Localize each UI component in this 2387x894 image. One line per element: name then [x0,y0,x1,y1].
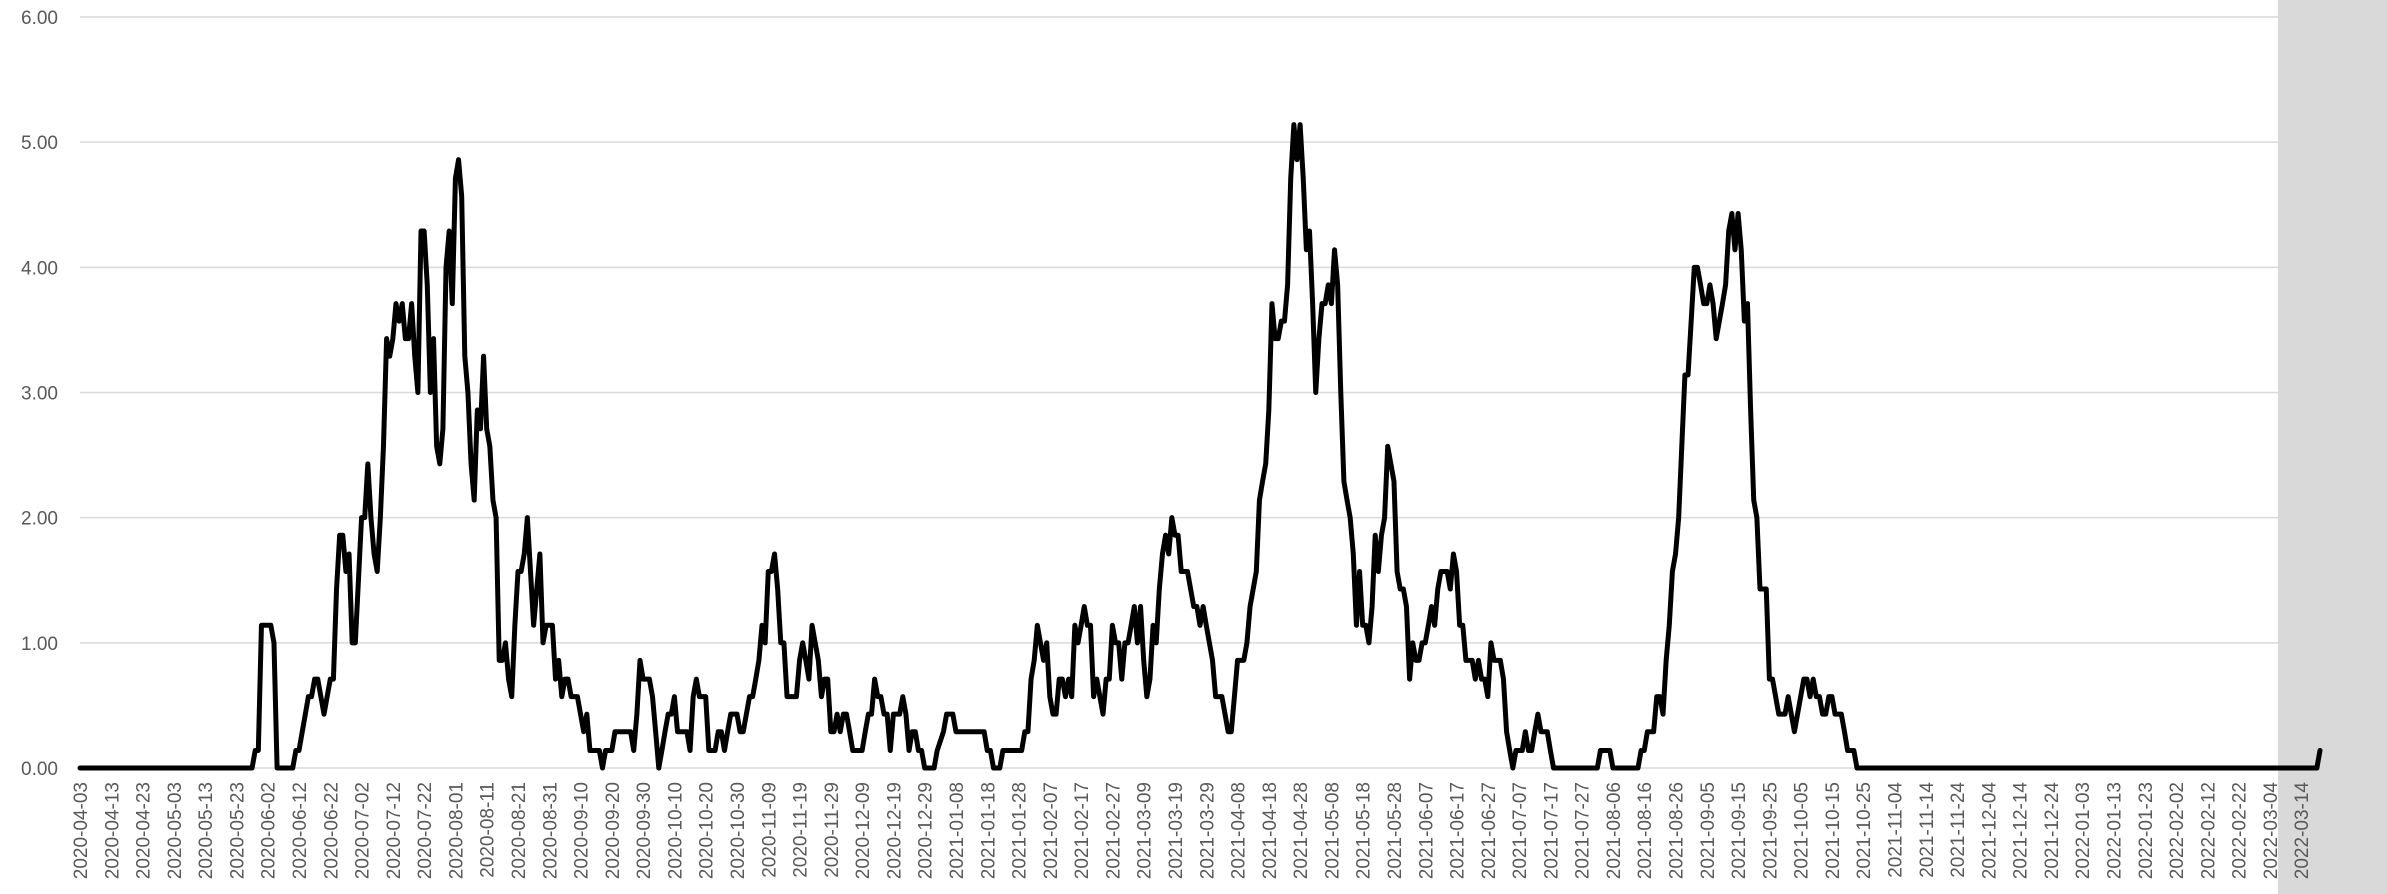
x-tick-label: 2021-08-06 [1604,782,1625,879]
x-tick-label: 2020-08-01 [446,782,467,879]
x-tick-label: 2022-03-14 [2292,782,2313,880]
x-tick-label: 2021-02-27 [1103,782,1124,879]
x-tick-label: 2021-08-26 [1667,782,1688,879]
x-tick-label: 2021-09-05 [1698,782,1719,879]
x-tick-label: 2021-07-07 [1510,782,1531,879]
x-tick-label: 2021-02-07 [1041,782,1062,879]
x-tick-label: 2020-07-22 [415,782,436,879]
x-tick-label: 2021-11-04 [1886,782,1907,878]
x-tick-label: 2020-04-13 [102,782,123,879]
x-tick-label: 2021-03-29 [1197,782,1218,879]
x-tick-label: 2021-03-19 [1166,782,1187,879]
x-tick-label: 2021-11-24 [1948,782,1969,878]
x-tick-label: 2021-09-15 [1729,782,1750,879]
x-tick-label: 2021-01-18 [978,782,999,879]
x-tick-label: 2020-10-10 [665,782,686,879]
x-tick-label: 2021-04-28 [1291,782,1312,879]
x-tick-label: 2020-11-09 [759,782,780,878]
x-tick-label: 2020-07-12 [384,782,405,879]
x-tick-label: 2021-04-18 [1260,782,1281,879]
x-tick-label: 2020-12-19 [884,782,905,879]
x-tick-label: 2020-05-13 [196,782,217,879]
x-tick-label: 2020-08-31 [540,782,561,879]
x-tick-label: 2021-06-27 [1479,782,1500,879]
y-tick-label: 5.00 [21,133,58,154]
x-tick-label: 2021-12-24 [2042,782,2063,880]
x-tick-label: 2021-10-25 [1854,782,1875,879]
x-tick-label: 2020-09-30 [634,782,655,879]
x-tick-label: 2022-01-13 [2105,782,2126,879]
x-tick-label: 2020-08-11 [478,782,499,878]
x-tick-label: 2022-02-02 [2167,782,2188,879]
x-tick-label: 2021-05-28 [1385,782,1406,879]
x-tick-label: 2021-06-07 [1416,782,1437,879]
x-tick-label: 2022-02-12 [2198,782,2219,879]
x-tick-label: 2020-04-23 [134,782,155,879]
x-tick-label: 2020-11-29 [822,782,843,878]
x-tick-label: 2021-11-14 [1917,782,1938,878]
x-tick-label: 2020-11-19 [791,782,812,878]
x-tick-label: 2020-06-12 [290,782,311,879]
x-tick-label: 2022-02-22 [2230,782,2251,879]
x-tick-label: 2022-01-23 [2136,782,2157,879]
x-tick-label: 2020-12-29 [916,782,937,879]
x-tick-label: 2021-10-15 [1823,782,1844,879]
x-tick-label: 2020-05-03 [165,782,186,879]
x-tick-label: 2020-07-02 [353,782,374,879]
y-tick-label: 1.00 [21,634,58,655]
x-tick-label: 2021-06-17 [1448,782,1469,879]
x-tick-label: 2020-10-20 [697,782,718,879]
x-tick-label: 2022-03-04 [2261,782,2282,880]
y-tick-label: 6.00 [21,8,58,29]
y-tick-label: 4.00 [21,258,58,279]
x-tick-label: 2021-02-17 [1072,782,1093,879]
y-tick-label: 0.00 [21,759,58,780]
y-tick-label: 3.00 [21,384,58,405]
x-tick-label: 2021-05-08 [1322,782,1343,879]
x-tick-label: 2021-10-05 [1792,782,1813,879]
x-axis-tick-labels: 2020-04-03 2020-04-13 2020-04-23 2020-05-03… [71,782,2313,880]
x-tick-label: 2021-09-25 [1760,782,1781,879]
x-tick-label: 2021-04-08 [1229,782,1250,879]
x-tick-label: 2020-09-20 [603,782,624,879]
x-tick-label: 2020-10-30 [728,782,749,879]
x-tick-label: 2021-08-16 [1635,782,1656,879]
x-tick-label: 2021-07-17 [1541,782,1562,879]
x-tick-label: 2022-01-03 [2073,782,2094,879]
x-tick-label: 2021-12-14 [2011,782,2032,880]
series-line [77,122,2323,771]
x-tick-label: 2020-05-23 [227,782,248,879]
x-tick-label: 2021-05-18 [1354,782,1375,879]
x-tick-label: 2020-09-10 [572,782,593,879]
x-tick-label: 2021-01-28 [1010,782,1031,879]
x-tick-label: 2021-01-08 [947,782,968,879]
x-tick-label: 2020-06-02 [259,782,280,879]
x-tick-label: 2021-12-04 [1979,782,2000,880]
x-tick-label: 2021-03-09 [1135,782,1156,879]
x-tick-label: 2020-12-09 [853,782,874,879]
x-tick-label: 2020-06-22 [321,782,342,879]
x-tick-label: 2021-07-27 [1573,782,1594,879]
x-tick-label: 2020-08-21 [509,782,530,879]
y-tick-label: 2.00 [21,509,58,530]
y-axis-tick-labels: 0.00 1.00 2.00 3.00 4.00 5.00 6.00 [21,8,58,780]
x-tick-label: 2020-04-03 [71,782,92,879]
shaded-region [2277,0,2387,894]
